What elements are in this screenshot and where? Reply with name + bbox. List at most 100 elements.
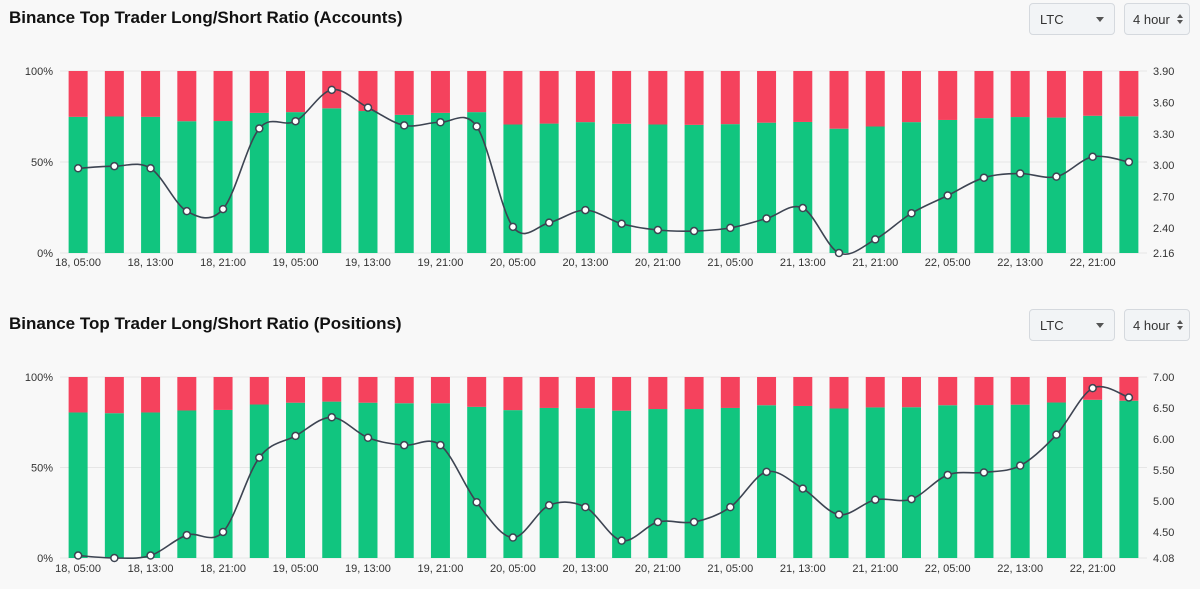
long-bar[interactable] [394, 403, 414, 558]
ratio-point[interactable] [291, 116, 300, 126]
long-bar[interactable] [793, 405, 813, 558]
short-bar[interactable] [213, 71, 233, 122]
short-bar[interactable] [430, 377, 450, 404]
short-bar[interactable] [648, 71, 668, 125]
ratio-point[interactable] [508, 533, 518, 542]
symbol-select[interactable]: LTC [1029, 3, 1115, 35]
short-bar[interactable] [793, 71, 813, 122]
short-bar[interactable] [430, 71, 450, 113]
long-bar[interactable] [648, 409, 668, 558]
ratio-point[interactable] [1052, 172, 1061, 181]
ratio-point[interactable] [110, 161, 119, 171]
ratio-point[interactable] [436, 440, 445, 450]
long-bar[interactable] [575, 122, 595, 253]
long-bar[interactable] [1010, 117, 1030, 254]
long-bar[interactable] [394, 114, 414, 253]
long-bar[interactable] [938, 405, 958, 558]
ratio-point[interactable] [73, 164, 83, 173]
long-bar[interactable] [213, 409, 233, 558]
long-bar[interactable] [141, 116, 161, 253]
ratio-point[interactable] [73, 551, 83, 560]
ratio-point[interactable] [399, 121, 409, 130]
ratio-point[interactable] [363, 433, 373, 442]
short-bar[interactable] [1046, 377, 1066, 403]
ratio-point[interactable] [544, 501, 554, 510]
ratio-point[interactable] [146, 551, 155, 560]
ratio-point[interactable] [1015, 169, 1025, 178]
ratio-point[interactable] [1015, 461, 1025, 470]
short-bar[interactable] [358, 377, 378, 403]
ratio-point[interactable] [617, 219, 626, 228]
ratio-point[interactable] [110, 553, 119, 563]
long-bar[interactable] [430, 403, 450, 558]
short-bar[interactable] [865, 377, 885, 408]
ratio-point[interactable] [834, 248, 844, 258]
ratio-point[interactable] [762, 214, 771, 223]
short-bar[interactable] [394, 377, 414, 404]
long-bar[interactable] [757, 405, 777, 558]
short-bar[interactable] [213, 377, 233, 410]
short-bar[interactable] [1083, 71, 1103, 116]
ratio-point[interactable] [436, 118, 445, 127]
long-bar[interactable] [901, 407, 921, 558]
long-bar[interactable] [430, 112, 450, 253]
ratio-point[interactable] [472, 497, 481, 507]
ratio-point[interactable] [1088, 383, 1097, 393]
long-bar[interactable] [575, 408, 595, 558]
short-bar[interactable] [684, 71, 704, 125]
short-bar[interactable] [249, 377, 269, 405]
long-bar[interactable] [177, 410, 197, 558]
short-bar[interactable] [1119, 71, 1139, 117]
ratio-point[interactable] [327, 413, 336, 422]
short-bar[interactable] [503, 71, 523, 125]
ratio-point[interactable] [653, 225, 663, 235]
short-bar[interactable] [612, 377, 632, 411]
long-bar[interactable] [177, 121, 197, 254]
long-bar[interactable] [974, 405, 994, 558]
short-bar[interactable] [720, 377, 740, 408]
ratio-point[interactable] [907, 494, 916, 504]
short-bar[interactable] [829, 377, 849, 409]
ratio-point[interactable] [1052, 430, 1061, 439]
ratio-point[interactable] [218, 204, 228, 214]
long-bar[interactable] [938, 119, 958, 253]
interval-select[interactable]: 4 hour [1124, 309, 1190, 341]
ratio-point[interactable] [544, 218, 554, 227]
long-bar[interactable] [901, 122, 921, 253]
long-bar[interactable] [612, 410, 632, 558]
long-bar[interactable] [1083, 399, 1103, 558]
short-bar[interactable] [358, 71, 378, 112]
short-bar[interactable] [938, 377, 958, 406]
long-bar[interactable] [286, 402, 306, 558]
short-bar[interactable] [394, 71, 414, 115]
long-bar[interactable] [322, 108, 342, 253]
long-bar[interactable] [684, 124, 704, 253]
interval-select[interactable]: 4 hour [1124, 3, 1190, 35]
short-bar[interactable] [575, 377, 595, 409]
long-bar[interactable] [249, 112, 269, 253]
symbol-select[interactable]: LTC [1029, 309, 1115, 341]
short-bar[interactable] [938, 71, 958, 120]
short-bar[interactable] [974, 71, 994, 119]
short-bar[interactable] [286, 377, 306, 403]
short-bar[interactable] [1046, 71, 1066, 118]
ratio-point[interactable] [1124, 157, 1134, 167]
ratio-point[interactable] [508, 222, 518, 232]
long-bar[interactable] [684, 409, 704, 558]
long-bar[interactable] [503, 124, 523, 254]
long-bar[interactable] [213, 121, 233, 253]
ratio-point[interactable] [798, 203, 808, 213]
short-bar[interactable] [467, 71, 487, 113]
long-bar[interactable] [358, 402, 378, 558]
long-bar[interactable] [358, 111, 378, 253]
long-bar[interactable] [503, 410, 523, 558]
long-bar[interactable] [720, 407, 740, 558]
ratio-point[interactable] [871, 235, 880, 244]
long-bar[interactable] [1046, 402, 1066, 558]
short-bar[interactable] [901, 71, 921, 123]
short-bar[interactable] [684, 377, 704, 410]
short-bar[interactable] [1010, 71, 1030, 118]
ratio-point[interactable] [979, 468, 989, 477]
ratio-point[interactable] [182, 530, 192, 540]
short-bar[interactable] [865, 71, 885, 127]
